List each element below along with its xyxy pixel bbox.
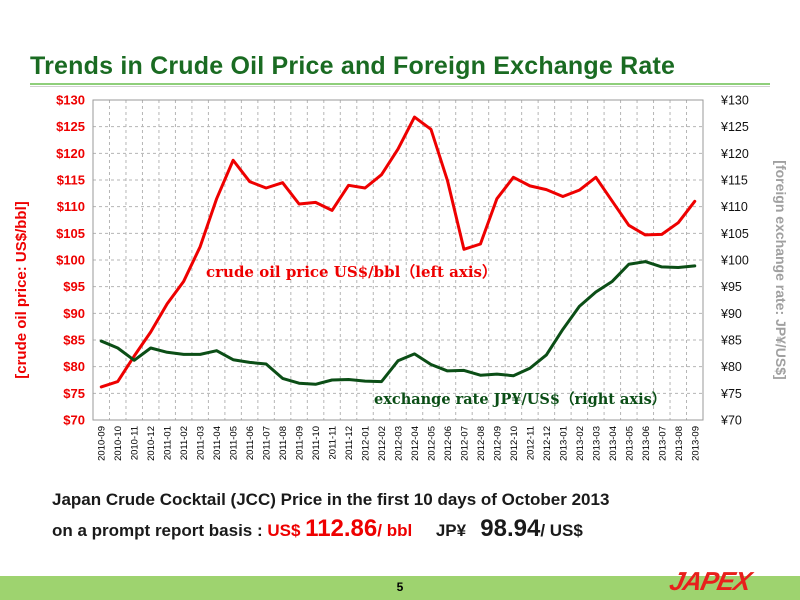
x-tick-label: 2013-07: [657, 426, 668, 461]
right-tick-label: ¥80: [720, 360, 742, 374]
x-tick-label: 2012-11: [525, 426, 536, 460]
x-tick-label: 2011-01: [163, 426, 174, 460]
jpy-unit: JP¥: [435, 521, 467, 540]
left-axis-ticks: $70 $75 $80 $85 $90 $95 $100 $105 $110 $115 $120 $1…: [56, 93, 85, 428]
usd-suffix: / bbl: [377, 521, 413, 540]
fx-series-label: exchange rate JP¥/US$（right axis）: [374, 390, 666, 408]
right-tick-label: ¥120: [720, 147, 749, 161]
right-tick-label: ¥90: [720, 307, 742, 321]
left-tick-label: $100: [56, 253, 85, 268]
right-tick-label: ¥75: [720, 387, 742, 401]
left-tick-label: $90: [63, 306, 85, 321]
page-number: 5: [396, 580, 404, 594]
series-layer: [99, 115, 697, 389]
x-tick-label: 2013-08: [674, 426, 685, 461]
x-tick-label: 2013-06: [641, 426, 652, 461]
x-tick-label: 2012-08: [476, 426, 487, 461]
left-tick-label: $125: [56, 119, 85, 134]
x-tick-label: 2010-09: [97, 426, 108, 461]
oil-series-label: crude oil price US$/bbl（left axis）: [206, 263, 497, 281]
left-tick-label: $70: [63, 413, 85, 428]
x-tick-label: 2012-07: [459, 426, 470, 461]
jcc-note-line1: Japan Crude Cocktail (JCC) Price in the …: [52, 490, 610, 509]
x-tick-label: 2011-05: [229, 426, 240, 460]
left-tick-label: $95: [63, 279, 85, 294]
x-tick-label: 2012-04: [410, 426, 421, 461]
right-tick-label: ¥125: [720, 120, 749, 134]
x-tick-label: 2012-02: [377, 426, 388, 461]
right-tick-label: ¥115: [720, 174, 748, 188]
x-tick-label: 2012-05: [426, 426, 437, 461]
x-tick-label: 2013-04: [608, 426, 619, 461]
oil-price-line: [99, 115, 697, 389]
x-tick-label: 2012-12: [542, 426, 553, 461]
x-tick-label: 2013-03: [591, 426, 602, 461]
x-tick-label: 2013-01: [558, 426, 569, 461]
x-tick-label: 2012-06: [443, 426, 454, 461]
x-tick-label: 2011-02: [179, 426, 190, 460]
x-tick-label: 2012-01: [361, 426, 372, 461]
right-tick-label: ¥95: [720, 280, 742, 294]
jpy-suffix: / US$: [540, 521, 583, 540]
x-tick-label: 2011-06: [245, 426, 256, 460]
exchange-rate-line: [99, 260, 697, 386]
left-axis-label: [crude oil price: US$/bbl]: [13, 201, 30, 379]
x-tick-label: 2013-02: [575, 426, 586, 461]
left-tick-label: $85: [63, 333, 85, 348]
x-tick-label: 2011-12: [344, 426, 355, 460]
plot-frame: [92, 99, 704, 421]
footer-band: [0, 576, 800, 600]
slide-title: Trends in Crude Oil Price and Foreign Ex…: [30, 52, 676, 80]
x-tick-label: 2010-10: [113, 426, 124, 461]
left-tick-label: $80: [63, 359, 85, 374]
x-tick-label: 2011-07: [262, 426, 273, 460]
grid-lines: [93, 100, 703, 420]
x-tick-label: 2012-10: [509, 426, 520, 461]
usd-unit: US$: [267, 521, 301, 540]
right-tick-label: ¥130: [720, 94, 749, 108]
x-tick-label: 2013-09: [690, 426, 701, 461]
right-axis-ticks: ¥70 ¥75 ¥80 ¥85 ¥90 ¥95 ¥100 ¥105 ¥110 ¥115 ¥120 ¥1…: [720, 94, 749, 428]
left-tick-label: $115: [57, 173, 85, 188]
jpy-value: 98.94: [480, 515, 541, 542]
x-tick-label: 2010-12: [146, 426, 157, 461]
jcc-note-prefix: on a prompt report basis :: [52, 521, 268, 540]
x-tick-label: 2012-03: [394, 426, 405, 461]
x-tick-label: 2011-04: [212, 426, 223, 460]
right-axis-label: [foreign exchange rate: JP¥/US$]: [773, 160, 789, 379]
x-tick-label: 2010-11: [130, 426, 141, 460]
x-tick-label: 2011-03: [196, 426, 207, 460]
x-axis-ticks: 2010-09 2010-10 2010-11 2010-12 2011-01 2011-…: [97, 426, 702, 461]
jcc-note-line2: on a prompt report basis : US$ 112.86/ b…: [52, 515, 583, 543]
left-tick-label: $110: [57, 199, 85, 214]
title-underline: [30, 83, 770, 85]
x-tick-label: 2012-09: [492, 426, 503, 461]
right-tick-label: ¥110: [720, 200, 748, 214]
x-tick-label: 2011-10: [311, 426, 322, 460]
x-tick-label: 2011-11: [328, 426, 339, 459]
x-tick-label: 2013-05: [624, 426, 635, 461]
left-tick-label: $120: [56, 146, 85, 161]
x-tick-label: 2011-08: [278, 426, 289, 460]
japex-logo: JAPEX: [666, 566, 754, 596]
left-tick-label: $130: [56, 93, 85, 108]
left-tick-label: $105: [56, 226, 85, 241]
title-underline-shadow: [30, 86, 770, 87]
x-tick-label: 2011-09: [295, 426, 306, 460]
right-tick-label: ¥105: [720, 227, 749, 241]
usd-value: 112.86: [305, 515, 378, 542]
right-tick-label: ¥85: [720, 334, 742, 348]
left-tick-label: $75: [63, 386, 85, 401]
right-tick-label: ¥100: [720, 254, 749, 268]
right-tick-label: ¥70: [720, 414, 742, 428]
